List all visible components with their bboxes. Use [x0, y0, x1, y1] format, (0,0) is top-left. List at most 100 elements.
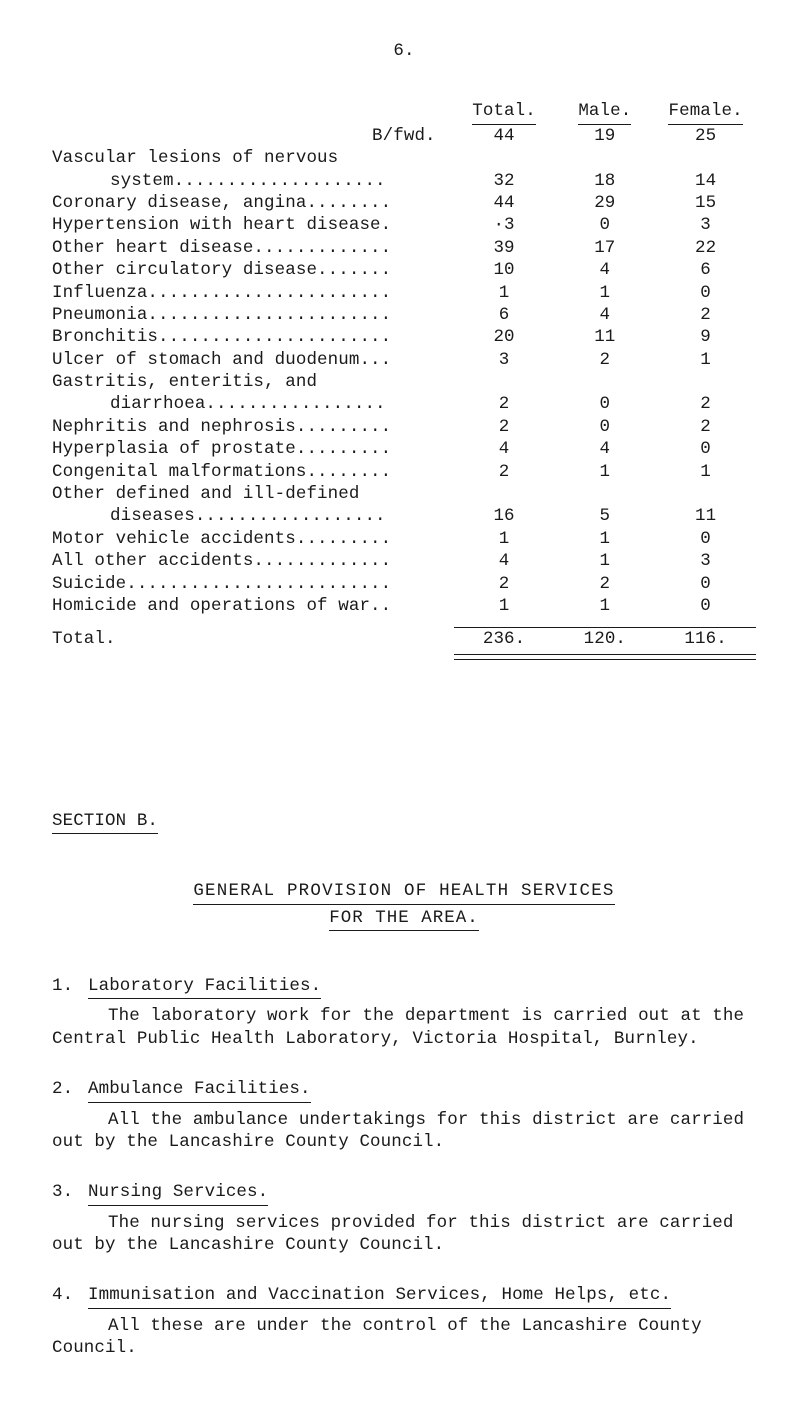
- row-label: Congenital malformations........: [52, 461, 454, 483]
- row-female: 0: [655, 528, 756, 550]
- row-total: 2: [454, 393, 555, 415]
- section-item: 1.Laboratory Facilities.The laboratory w…: [52, 975, 756, 1050]
- bfwd-total: 44: [454, 125, 555, 147]
- row-label: Hyperplasia of prostate.........: [52, 438, 454, 460]
- row-label: Influenza.......................: [52, 282, 454, 304]
- row-total: [454, 483, 555, 505]
- row-male: [554, 147, 655, 169]
- row-total: 6: [454, 304, 555, 326]
- col-header-total: Total.: [472, 100, 536, 124]
- row-total: [454, 371, 555, 393]
- section-item-title: Nursing Services.: [88, 1181, 268, 1205]
- row-total: 1: [454, 595, 555, 617]
- table-row: Suicide.........................220: [52, 573, 756, 595]
- row-total: 4: [454, 550, 555, 572]
- row-label: Pneumonia.......................: [52, 304, 454, 326]
- table-row: diseases..................16511: [52, 505, 756, 527]
- row-female: 0: [655, 595, 756, 617]
- table-row: All other accidents.............413: [52, 550, 756, 572]
- row-female: 0: [655, 438, 756, 460]
- row-male: 11: [554, 326, 655, 348]
- bfwd-male: 19: [554, 125, 655, 147]
- row-label: Bronchitis......................: [52, 326, 454, 348]
- totals-block: Total. 236. 120. 116.: [52, 627, 756, 659]
- table-row: Nephritis and nephrosis.........202: [52, 416, 756, 438]
- table-row: Other circulatory disease.......1046: [52, 259, 756, 281]
- row-label: Other circulatory disease.......: [52, 259, 454, 281]
- row-total: 2: [454, 416, 555, 438]
- row-female: 1: [655, 461, 756, 483]
- row-label: Vascular lesions of nervous: [52, 147, 454, 169]
- row-male: 1: [554, 550, 655, 572]
- table-row: Vascular lesions of nervous: [52, 147, 756, 169]
- row-male: 2: [554, 349, 655, 371]
- section-item-number: 4.: [52, 1284, 88, 1306]
- section-item-body: The nursing services provided for this d…: [52, 1212, 756, 1257]
- row-label: Other heart disease.............: [52, 237, 454, 259]
- total-total: 236.: [454, 628, 555, 650]
- section-item-title: Immunisation and Vaccination Services, H…: [88, 1284, 671, 1308]
- row-label: Suicide.........................: [52, 573, 454, 595]
- row-female: 3: [655, 214, 756, 236]
- section-b-title: SECTION B.: [52, 810, 158, 834]
- row-female: 0: [655, 282, 756, 304]
- row-male: 4: [554, 438, 655, 460]
- section-item-title: Laboratory Facilities.: [88, 975, 321, 999]
- section-item: 2.Ambulance Facilities.All the ambulance…: [52, 1078, 756, 1153]
- section-b-title-wrap: SECTION B.: [52, 810, 756, 834]
- row-female: 1: [655, 349, 756, 371]
- row-male: 0: [554, 416, 655, 438]
- row-label: Other defined and ill-defined: [52, 483, 454, 505]
- col-header-male: Male.: [578, 100, 631, 124]
- row-male: 2: [554, 573, 655, 595]
- row-male: 1: [554, 528, 655, 550]
- row-female: 9: [655, 326, 756, 348]
- table-row: Congenital malformations........211: [52, 461, 756, 483]
- row-total: 3: [454, 349, 555, 371]
- bfwd-label: B/fwd.: [52, 125, 454, 147]
- row-female: 15: [655, 192, 756, 214]
- row-label: Ulcer of stomach and duodenum...: [52, 349, 454, 371]
- row-total: 10: [454, 259, 555, 281]
- row-female: 11: [655, 505, 756, 527]
- section-item: 3.Nursing Services.The nursing services …: [52, 1181, 756, 1256]
- row-female: 14: [655, 170, 756, 192]
- section-b: SECTION B. GENERAL PROVISION OF HEALTH S…: [52, 810, 756, 1360]
- row-female: 2: [655, 304, 756, 326]
- row-male: 18: [554, 170, 655, 192]
- row-female: 2: [655, 416, 756, 438]
- row-label: Motor vehicle accidents.........: [52, 528, 454, 550]
- row-female: [655, 371, 756, 393]
- table-row: Influenza.......................110: [52, 282, 756, 304]
- table-bfwd-row: B/fwd. 44 19 25: [52, 125, 756, 147]
- row-male: 29: [554, 192, 655, 214]
- row-male: [554, 371, 655, 393]
- row-male: 0: [554, 393, 655, 415]
- table-row: Motor vehicle accidents.........110: [52, 528, 756, 550]
- row-female: [655, 483, 756, 505]
- section-item-heading: 1.Laboratory Facilities.: [52, 975, 756, 999]
- table-header-row: Total. Male. Female.: [52, 100, 756, 124]
- total-row: Total. 236. 120. 116.: [52, 628, 756, 650]
- row-female: 0: [655, 573, 756, 595]
- row-total: 16: [454, 505, 555, 527]
- section-item-heading: 2.Ambulance Facilities.: [52, 1078, 756, 1102]
- row-male: 4: [554, 304, 655, 326]
- row-female: 2: [655, 393, 756, 415]
- section-b-heading-line2: FOR THE AREA.: [329, 907, 479, 931]
- row-total: ·3: [454, 214, 555, 236]
- row-male: 0: [554, 214, 655, 236]
- row-label: system....................: [52, 170, 454, 192]
- total-female: 116.: [655, 628, 756, 650]
- row-label: diarrhoea.................: [52, 393, 454, 415]
- row-total: [454, 147, 555, 169]
- row-female: 6: [655, 259, 756, 281]
- row-male: 1: [554, 595, 655, 617]
- bfwd-female: 25: [655, 125, 756, 147]
- page-number: 6.: [52, 40, 756, 62]
- total-rule-bottom: [52, 651, 756, 660]
- row-total: 4: [454, 438, 555, 460]
- section-item-number: 1.: [52, 975, 88, 997]
- section-item-heading: 4.Immunisation and Vaccination Services,…: [52, 1284, 756, 1308]
- table-row: Pneumonia.......................642: [52, 304, 756, 326]
